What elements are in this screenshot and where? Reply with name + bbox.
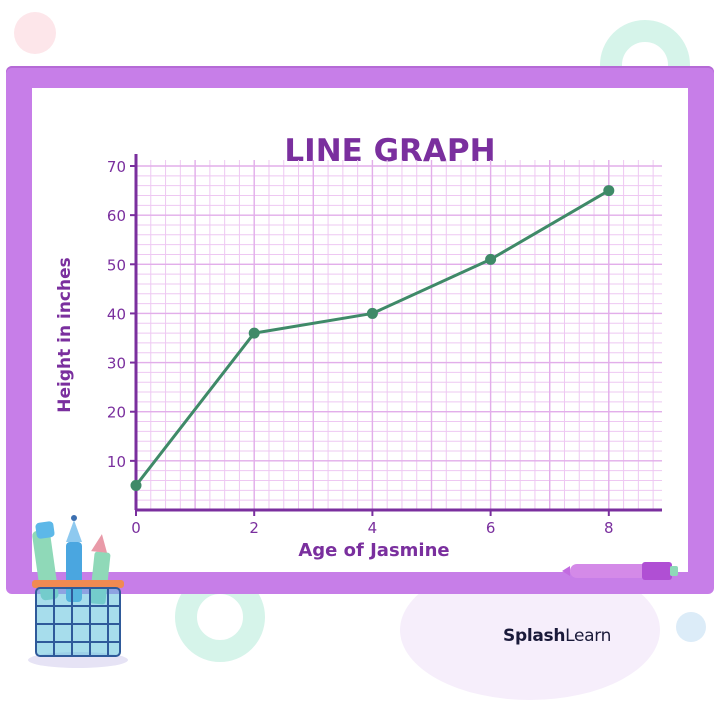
x-tick-label: 6 [486,519,496,537]
data-point [603,185,615,197]
whiteboard-frame: LINE GRAPH 10 20 30 40 50 60 70 0 2 4 6 8 Age of Ja… [6,66,714,594]
x-tick-label: 2 [249,519,259,537]
data-point [248,327,260,339]
chart-title: LINE GRAPH [284,133,495,169]
y-tick-label: 60 [107,207,126,225]
tick-labels: 10 20 30 40 50 60 70 0 2 4 6 8 [107,158,614,537]
decor-circle-pink [14,12,56,54]
y-tick-label: 70 [107,158,126,176]
axes [134,154,662,512]
x-axis-label: Age of Jasmine [298,540,449,561]
grid-major-lines [135,160,662,510]
x-tick-label: 4 [368,519,378,537]
grid-minor-lines [135,160,662,511]
x-tick-label: 8 [604,519,614,537]
pencil-cup-icon [28,515,128,668]
y-tick-label: 40 [107,305,126,323]
y-tick-label: 30 [107,355,126,373]
brand-logo: SplashLearn [503,626,611,646]
decor-circle-blue [676,612,706,642]
y-tick-label: 50 [107,256,126,274]
data-point [366,307,378,319]
pen-icon [562,562,678,580]
series-height [130,185,615,491]
data-point [485,253,497,265]
whiteboard-surface: LINE GRAPH 10 20 30 40 50 60 70 0 2 4 6 8 Age of Ja… [32,88,688,572]
y-axis-label: Height in inches [55,257,75,413]
y-tick-label: 20 [107,404,126,422]
data-point [130,479,142,491]
brand-splash: Splash [503,626,566,646]
brand-learn: Learn [565,626,612,646]
x-tick-label: 0 [131,519,141,537]
y-tick-label: 10 [107,453,126,471]
line-chart: LINE GRAPH 10 20 30 40 50 60 70 0 2 4 6 8 Age of Ja… [55,133,662,561]
